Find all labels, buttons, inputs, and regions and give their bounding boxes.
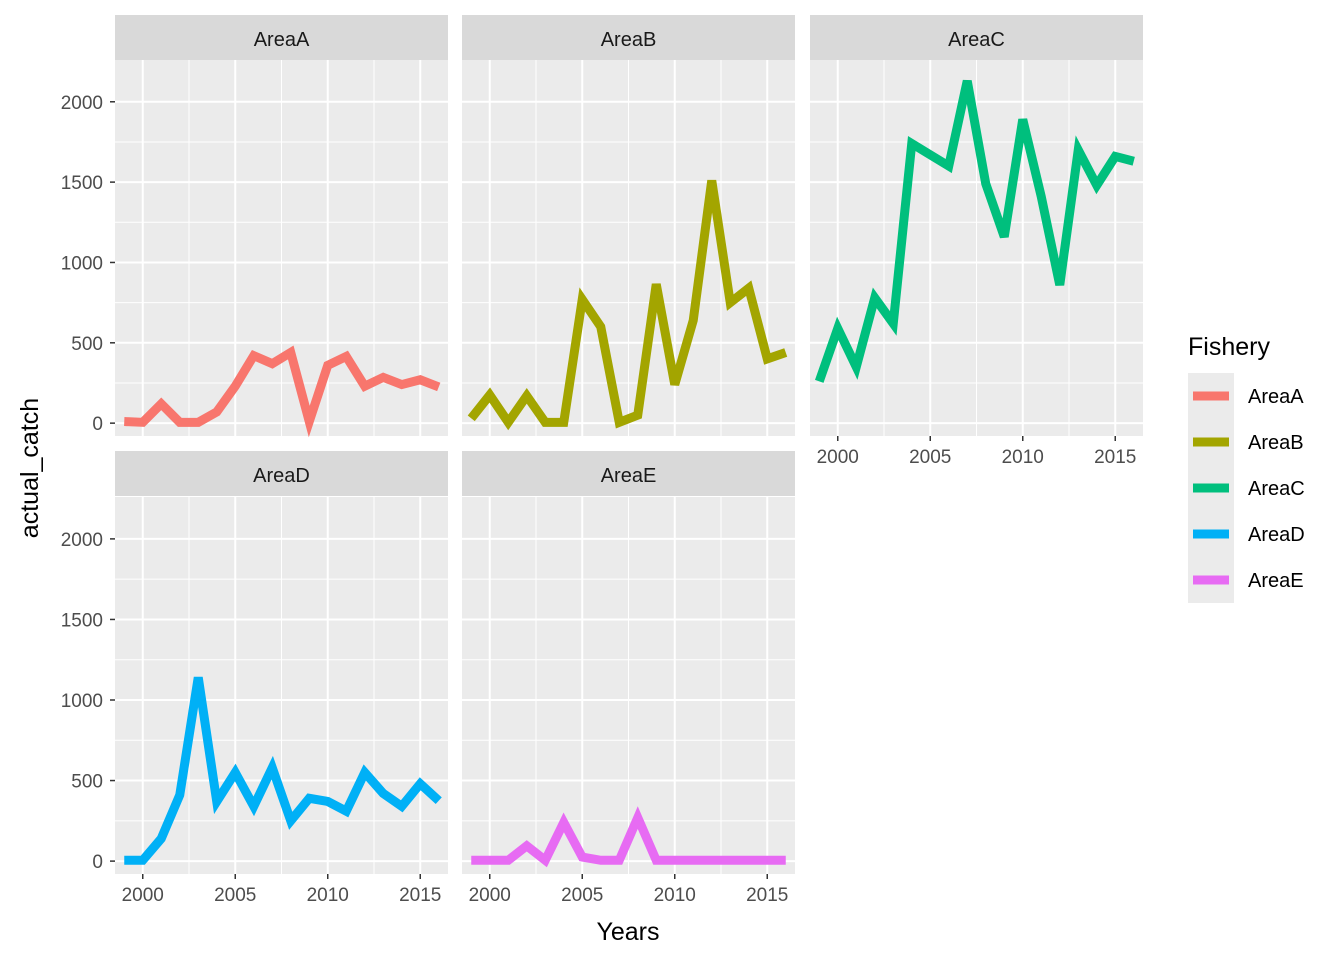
y-axis-ticks: 0 500 1000 1500 2000 0 500 1000 1500 2000 (61, 93, 115, 873)
facet-strip-label: AreaD (253, 465, 310, 487)
y-tick-label: 2000 (61, 93, 103, 114)
facet-strip (810, 15, 1143, 60)
y-tick-label: 0 (92, 852, 103, 873)
y-tick-label: 1000 (61, 691, 103, 712)
legend-label: AreaE (1248, 570, 1304, 592)
panel-aread: AreaD (115, 451, 448, 874)
legend-entry-areaa: AreaA (1193, 386, 1304, 408)
facet-strip (115, 15, 448, 60)
legend-label: AreaB (1248, 432, 1304, 454)
panel-areae: AreaE (462, 451, 795, 874)
legend-entry-aread: AreaD (1193, 524, 1305, 546)
x-tick-label: 2000 (469, 885, 511, 906)
x-tick-label: 2000 (817, 447, 859, 468)
y-tick-label: 2000 (61, 530, 103, 551)
legend-entries: AreaA AreaB AreaC AreaD AreaE (1193, 386, 1305, 592)
x-tick-label: 2010 (307, 885, 349, 906)
y-tick-label: 1000 (61, 253, 103, 274)
x-tick-label: 2005 (214, 885, 256, 906)
series-line-areab (467, 179, 788, 431)
legend-label: AreaC (1248, 478, 1305, 500)
facet-strip-label: AreaA (254, 29, 310, 51)
x-tick-label: 2010 (654, 885, 696, 906)
facet-strip (462, 15, 795, 60)
x-tick-label: 2015 (399, 885, 441, 906)
legend-entry-areac: AreaC (1193, 478, 1305, 500)
legend-entry-areab: AreaB (1193, 432, 1304, 454)
legend-label: AreaA (1248, 386, 1304, 408)
y-tick-label: 500 (71, 772, 103, 793)
series-line-areaa (124, 345, 441, 438)
facet-strip-label: AreaE (601, 465, 657, 487)
x-tick-label: 2010 (1002, 447, 1044, 468)
x-tick-label: 2015 (746, 885, 788, 906)
facet-strip (462, 451, 795, 496)
legend-label: AreaD (1248, 524, 1305, 546)
y-tick-label: 1500 (61, 173, 103, 194)
x-axis-title: Years (596, 918, 659, 946)
series-line-aread (124, 676, 442, 865)
panel-areac: AreaC (810, 15, 1143, 436)
facet-strip-label: AreaB (601, 29, 657, 51)
y-tick-label: 1500 (61, 610, 103, 631)
series-line-areac (815, 79, 1135, 383)
legend: Fishery AreaA AreaB AreaC AreaD AreaE (1188, 333, 1305, 603)
facet-strip-label: AreaC (948, 29, 1005, 51)
facet-strip (115, 451, 448, 496)
x-tick-label: 2000 (122, 885, 164, 906)
x-tick-label: 2005 (909, 447, 951, 468)
panel-areaa: AreaA (115, 15, 448, 438)
x-tick-label: 2015 (1094, 447, 1136, 468)
legend-entry-areae: AreaE (1193, 570, 1304, 592)
panel-areab: AreaB (462, 15, 795, 436)
x-tick-label: 2005 (561, 885, 603, 906)
series-line-areae (471, 806, 786, 868)
panels-layer: AreaA AreaB AreaC AreaD AreaE (115, 15, 1143, 874)
y-axis-title: actual_catch (16, 398, 44, 538)
x-axis-ticks: 2000 2005 2010 2015 2000 2005 2010 2015 2000 2005… (122, 436, 1136, 906)
y-tick-label: 500 (71, 334, 103, 355)
legend-title: Fishery (1188, 333, 1270, 361)
y-tick-label: 0 (92, 414, 103, 435)
